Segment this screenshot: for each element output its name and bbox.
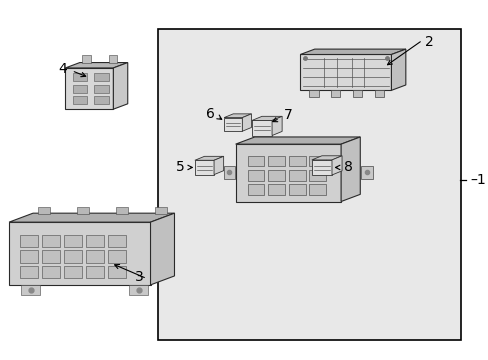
Text: 2: 2 xyxy=(425,35,433,49)
Bar xyxy=(268,184,285,195)
Bar xyxy=(72,73,87,81)
Polygon shape xyxy=(195,156,223,160)
Bar xyxy=(158,30,460,339)
Bar xyxy=(288,170,305,181)
Bar xyxy=(330,90,340,97)
Bar xyxy=(361,166,372,179)
Bar xyxy=(94,96,108,104)
Bar xyxy=(63,266,82,278)
Polygon shape xyxy=(214,156,223,175)
Bar xyxy=(268,170,285,181)
Polygon shape xyxy=(235,144,341,202)
Bar xyxy=(20,235,38,247)
Polygon shape xyxy=(251,121,271,135)
Bar xyxy=(108,266,126,278)
Bar xyxy=(352,90,362,97)
Bar xyxy=(85,266,104,278)
Bar xyxy=(374,90,384,97)
Polygon shape xyxy=(65,68,113,109)
Polygon shape xyxy=(311,160,331,175)
Bar xyxy=(108,55,117,63)
Polygon shape xyxy=(9,222,150,285)
Text: 4: 4 xyxy=(59,62,67,76)
Bar xyxy=(309,156,325,166)
Polygon shape xyxy=(65,63,127,68)
Text: 5: 5 xyxy=(176,161,184,175)
Bar xyxy=(41,266,60,278)
Bar xyxy=(41,251,60,263)
Bar xyxy=(129,285,148,295)
Polygon shape xyxy=(224,118,242,131)
Bar xyxy=(21,285,40,295)
Polygon shape xyxy=(300,49,405,54)
Bar xyxy=(116,207,128,214)
Bar xyxy=(309,170,325,181)
Bar xyxy=(94,73,108,81)
Bar xyxy=(20,251,38,263)
Polygon shape xyxy=(251,116,282,121)
Bar xyxy=(38,207,50,214)
Bar xyxy=(268,156,285,166)
Bar xyxy=(247,156,264,166)
Polygon shape xyxy=(224,114,251,118)
Bar xyxy=(63,235,82,247)
Polygon shape xyxy=(242,114,251,131)
Bar xyxy=(308,90,318,97)
Bar xyxy=(72,85,87,93)
Polygon shape xyxy=(113,63,127,109)
Polygon shape xyxy=(311,156,342,160)
Bar xyxy=(155,207,167,214)
Bar xyxy=(82,55,91,63)
Polygon shape xyxy=(300,54,390,90)
Text: 6: 6 xyxy=(206,107,215,121)
Bar xyxy=(309,184,325,195)
Polygon shape xyxy=(341,137,360,202)
Bar xyxy=(223,166,235,179)
Text: 7: 7 xyxy=(284,108,292,122)
Polygon shape xyxy=(390,49,405,90)
Bar xyxy=(94,85,108,93)
Polygon shape xyxy=(331,156,342,175)
Bar xyxy=(85,235,104,247)
Bar xyxy=(108,235,126,247)
Text: 8: 8 xyxy=(343,161,352,175)
Bar xyxy=(20,266,38,278)
Bar xyxy=(63,251,82,263)
Bar xyxy=(108,251,126,263)
Bar xyxy=(41,235,60,247)
Bar xyxy=(72,96,87,104)
Polygon shape xyxy=(271,116,282,135)
Bar xyxy=(77,207,89,214)
Text: 3: 3 xyxy=(135,270,144,284)
Polygon shape xyxy=(150,213,174,285)
Bar xyxy=(288,156,305,166)
Bar xyxy=(85,251,104,263)
Bar xyxy=(247,170,264,181)
Polygon shape xyxy=(235,137,360,144)
Polygon shape xyxy=(195,160,214,175)
Polygon shape xyxy=(9,213,174,222)
Bar xyxy=(288,184,305,195)
Bar xyxy=(247,184,264,195)
Text: –1: –1 xyxy=(469,173,485,187)
